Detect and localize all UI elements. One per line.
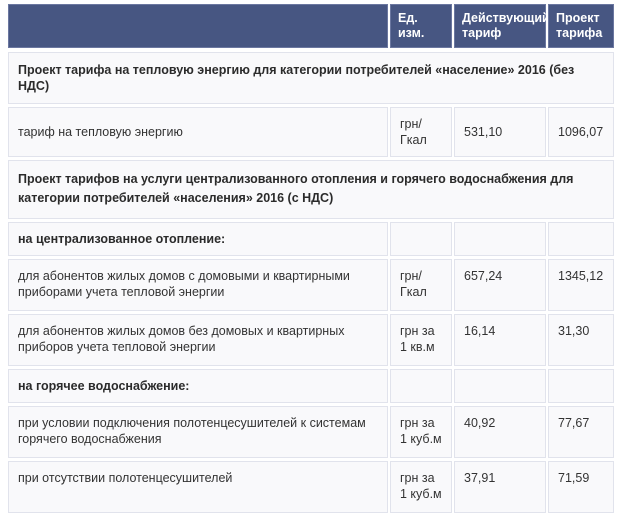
row-current-tariff: 16,14 [454, 314, 546, 366]
table-subheading-row: на горячее водоснабжение: [8, 369, 614, 403]
table-section-row: Проект тарифов на услуги централизованно… [8, 160, 614, 219]
section-title: Проект тарифов на услуги централизованно… [8, 160, 614, 219]
subheading-unit [390, 222, 452, 256]
table-row: для абонентов жилых домов с домовыми и к… [8, 259, 614, 311]
row-draft-tariff: 1096,07 [548, 107, 614, 157]
header-cell-draft-tariff: Проект тарифа [548, 4, 614, 48]
row-current-tariff: 37,91 [454, 461, 546, 513]
section-title: Проект тарифа на тепловую энергию для ка… [8, 52, 614, 104]
row-draft-tariff: 31,30 [548, 314, 614, 366]
row-unit: грн/Гкал [390, 259, 452, 311]
header-cell-description [8, 4, 388, 48]
table-row: для абонентов жилых домов без домовых и … [8, 314, 614, 366]
table-section-row: Проект тарифа на тепловую энергию для ка… [8, 52, 614, 104]
row-unit: грн за 1 куб.м [390, 406, 452, 458]
table-header-row: Ед. изм. Действующий тариф Проект тарифа [8, 4, 614, 48]
row-draft-tariff: 1345,12 [548, 259, 614, 311]
row-description: для абонентов жилых домов без домовых и … [8, 314, 388, 366]
row-description: тариф на тепловую энергию [8, 107, 388, 157]
row-unit: грн за 1 кв.м [390, 314, 452, 366]
subheading-current-tariff [454, 222, 546, 256]
table-row: при отсутствии полотенцесушителей грн за… [8, 461, 614, 513]
subheading-current-tariff [454, 369, 546, 403]
header-cell-current-tariff: Действующий тариф [454, 4, 550, 48]
row-unit: грн/Гкал [390, 107, 452, 157]
table-row: тариф на тепловую энергию грн/Гкал 531,1… [8, 107, 614, 157]
subheading-draft-tariff [548, 369, 614, 403]
table-row: при условии подключения полотенцесушител… [8, 406, 614, 458]
row-draft-tariff: 77,67 [548, 406, 614, 458]
row-description: для абонентов жилых домов с домовыми и к… [8, 259, 388, 311]
row-current-tariff: 531,10 [454, 107, 546, 157]
subheading-label: на горячее водоснабжение: [8, 369, 388, 403]
subheading-label: на централизованное отопление: [8, 222, 388, 256]
subheading-unit [390, 369, 452, 403]
row-current-tariff: 657,24 [454, 259, 546, 311]
row-unit: грн за 1 куб.м [390, 461, 452, 513]
row-current-tariff: 40,92 [454, 406, 546, 458]
row-description: при отсутствии полотенцесушителей [8, 461, 388, 513]
table-subheading-row: на централизованное отопление: [8, 222, 614, 256]
subheading-draft-tariff [548, 222, 614, 256]
row-description: при условии подключения полотенцесушител… [8, 406, 388, 458]
header-cell-unit: Ед. изм. [390, 4, 452, 48]
row-draft-tariff: 71,59 [548, 461, 614, 513]
